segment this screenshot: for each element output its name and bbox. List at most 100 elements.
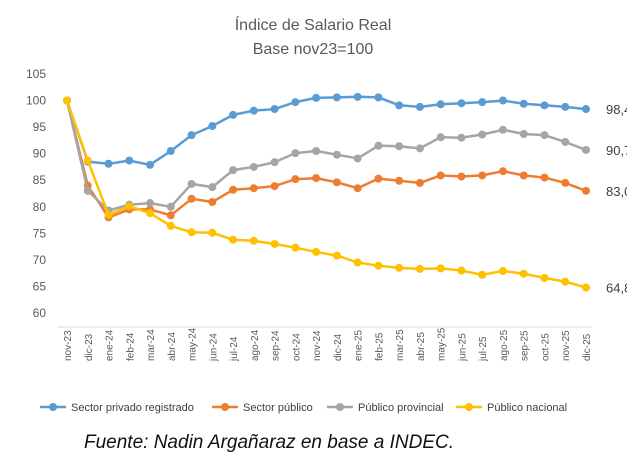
series-end-label: 90,7 bbox=[606, 143, 627, 158]
data-point bbox=[249, 184, 258, 193]
data-point bbox=[208, 197, 217, 206]
data-point bbox=[104, 210, 113, 219]
series-line bbox=[65, 100, 587, 289]
data-point bbox=[83, 186, 92, 195]
data-point bbox=[166, 147, 175, 156]
data-point bbox=[353, 92, 362, 101]
y-tick-label: 105 bbox=[26, 67, 46, 81]
legend-item: Público nacional bbox=[456, 402, 567, 414]
data-point bbox=[395, 142, 404, 151]
data-point bbox=[561, 178, 570, 187]
legend-marker bbox=[336, 403, 344, 411]
legend: Sector privado registrado Sector público P… bbox=[40, 402, 567, 414]
x-tick-label: may-24 bbox=[188, 327, 199, 361]
x-tick-label: oct-25 bbox=[540, 333, 551, 361]
series-end-label: 83,0 bbox=[606, 184, 627, 199]
data-point bbox=[478, 270, 487, 279]
legend-marker bbox=[49, 403, 57, 411]
data-point bbox=[291, 243, 300, 252]
x-tick-label: ene-24 bbox=[105, 329, 116, 361]
chart-title: Índice de Salario Real bbox=[235, 15, 392, 34]
data-point bbox=[415, 102, 424, 111]
data-point bbox=[374, 261, 383, 270]
legend-marker bbox=[221, 403, 229, 411]
x-tick-label: may-25 bbox=[437, 327, 448, 361]
data-point bbox=[249, 236, 258, 245]
data-point bbox=[291, 175, 300, 184]
series-line bbox=[65, 100, 587, 219]
data-point bbox=[229, 235, 238, 244]
data-point bbox=[146, 199, 155, 208]
x-tick-label: dic-25 bbox=[582, 333, 593, 361]
series-end-label: 98,4 bbox=[606, 102, 627, 117]
data-point bbox=[582, 283, 590, 292]
data-point bbox=[353, 258, 362, 267]
x-tick-label: jul-24 bbox=[229, 336, 240, 362]
data-point bbox=[498, 96, 507, 105]
y-tick-label: 80 bbox=[33, 200, 47, 214]
data-point bbox=[457, 172, 466, 181]
x-tick-label: nov-25 bbox=[561, 330, 572, 361]
x-tick-label: mar-25 bbox=[395, 329, 406, 361]
data-point bbox=[125, 156, 134, 165]
data-point bbox=[208, 228, 217, 237]
data-point bbox=[374, 141, 383, 150]
y-tick-label: 75 bbox=[33, 226, 47, 240]
x-tick-label: jun-25 bbox=[457, 333, 468, 362]
data-point bbox=[187, 131, 196, 140]
series-line bbox=[65, 100, 587, 212]
data-point bbox=[332, 93, 341, 102]
data-point bbox=[436, 264, 445, 273]
x-tick-label: nov-24 bbox=[312, 330, 323, 361]
x-tick-label: dic-24 bbox=[333, 333, 344, 361]
x-tick-label: jul-25 bbox=[478, 336, 489, 362]
data-point bbox=[229, 110, 238, 119]
data-point bbox=[63, 96, 71, 105]
data-point bbox=[229, 166, 238, 175]
data-point bbox=[208, 122, 217, 131]
y-tick-label: 90 bbox=[33, 147, 47, 161]
series-2 bbox=[63, 96, 590, 215]
data-point bbox=[125, 202, 134, 211]
series-end-label: 64,8 bbox=[606, 281, 627, 296]
data-point bbox=[166, 221, 175, 230]
data-point bbox=[540, 101, 549, 110]
data-point bbox=[415, 264, 424, 273]
data-point bbox=[146, 160, 155, 169]
data-point bbox=[436, 133, 445, 142]
end-labels: 98,4 83,0 90,7 64,8 bbox=[606, 102, 627, 295]
data-point bbox=[519, 171, 528, 180]
data-point bbox=[478, 130, 487, 139]
legend-item: Público provincial bbox=[327, 402, 444, 414]
y-tick-label: 70 bbox=[33, 253, 47, 267]
data-point bbox=[270, 158, 279, 167]
x-tick-label: ago-24 bbox=[250, 329, 261, 361]
legend-marker bbox=[465, 403, 473, 411]
data-point bbox=[519, 130, 528, 139]
data-point bbox=[374, 93, 383, 102]
data-point bbox=[457, 266, 466, 275]
x-tick-label: ago-25 bbox=[499, 329, 510, 361]
series-3 bbox=[63, 96, 590, 292]
data-point bbox=[353, 184, 362, 193]
data-point bbox=[561, 102, 570, 111]
legend-label: Público nacional bbox=[487, 402, 567, 414]
x-axis: nov-23 dic-23 ene-24 feb-24 mar-24 abr-24 may-… bbox=[58, 326, 593, 362]
data-point bbox=[498, 267, 507, 276]
data-point bbox=[312, 247, 321, 256]
x-tick-label: sep-24 bbox=[271, 330, 282, 361]
data-point bbox=[395, 263, 404, 272]
x-tick-label: abr-25 bbox=[416, 332, 427, 361]
data-point bbox=[187, 194, 196, 203]
data-point bbox=[146, 209, 155, 218]
x-tick-label: feb-24 bbox=[125, 332, 136, 361]
data-point bbox=[582, 145, 590, 154]
y-tick-label: 85 bbox=[33, 173, 47, 187]
data-point bbox=[436, 100, 445, 109]
data-point bbox=[561, 137, 570, 146]
legend-label: Público provincial bbox=[358, 402, 444, 414]
data-point bbox=[312, 174, 321, 183]
chart-subtitle: Base nov23=100 bbox=[253, 41, 374, 58]
x-tick-label: nov-23 bbox=[63, 330, 74, 361]
y-tick-label: 65 bbox=[33, 279, 47, 293]
